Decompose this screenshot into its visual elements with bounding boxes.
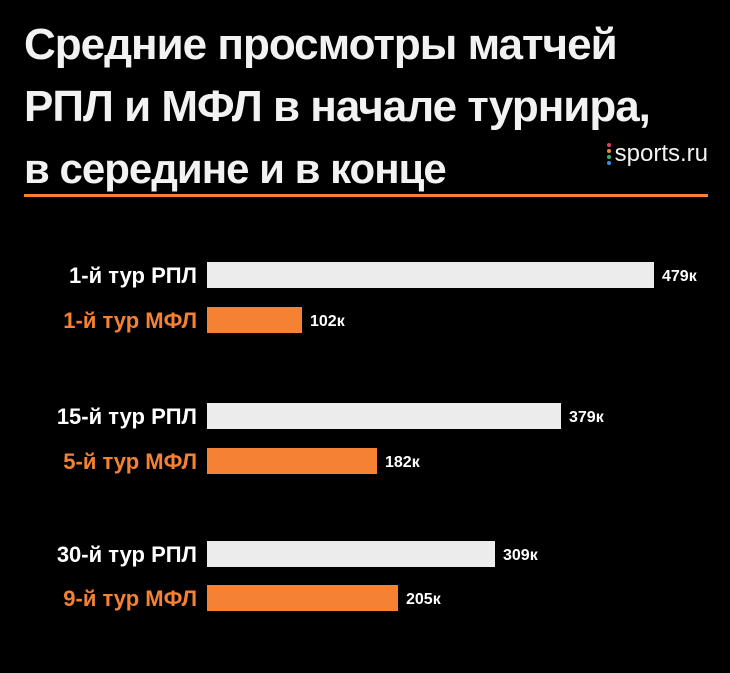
value-label: 205к bbox=[406, 591, 442, 608]
value-label: 479к bbox=[662, 268, 698, 285]
title-line-1: Средние просмотры матчей bbox=[24, 20, 618, 69]
category-label: 1-й тур РПЛ bbox=[69, 263, 197, 288]
bar-5 bbox=[207, 541, 495, 567]
value-label: 309к bbox=[503, 547, 539, 564]
logo-dot bbox=[606, 161, 611, 165]
category-label: 1-й тур МФЛ bbox=[63, 308, 197, 333]
logo-dot bbox=[606, 143, 611, 147]
value-label: 379к bbox=[569, 409, 605, 426]
category-label: 15-й тур РПЛ bbox=[57, 404, 197, 429]
logo-dots-icon bbox=[606, 143, 611, 165]
category-label: 9-й тур МФЛ bbox=[63, 586, 197, 611]
title-line-3: в середине и в конце bbox=[24, 145, 447, 192]
sports-ru-logo[interactable]: sports.ru bbox=[606, 140, 708, 168]
bar-3 bbox=[207, 403, 561, 429]
bar-6 bbox=[207, 585, 398, 611]
logo-text: sports.ru bbox=[614, 140, 708, 167]
title-line-2: РПЛ и МФЛ в начале турнира, bbox=[24, 82, 651, 131]
category-label: 30-й тур РПЛ bbox=[57, 542, 197, 567]
value-label: 102к bbox=[310, 313, 346, 330]
logo-dot bbox=[606, 149, 611, 153]
bar-2 bbox=[207, 307, 302, 333]
value-label: 182к bbox=[385, 454, 421, 471]
category-label: 5-й тур МФЛ bbox=[63, 449, 197, 474]
chart-title: Средние просмотры матчей РПЛ и МФЛ в нач… bbox=[24, 14, 724, 200]
bar-4 bbox=[207, 448, 377, 474]
logo-dot bbox=[606, 155, 611, 159]
bar-1 bbox=[207, 262, 654, 288]
title-divider bbox=[24, 194, 708, 197]
